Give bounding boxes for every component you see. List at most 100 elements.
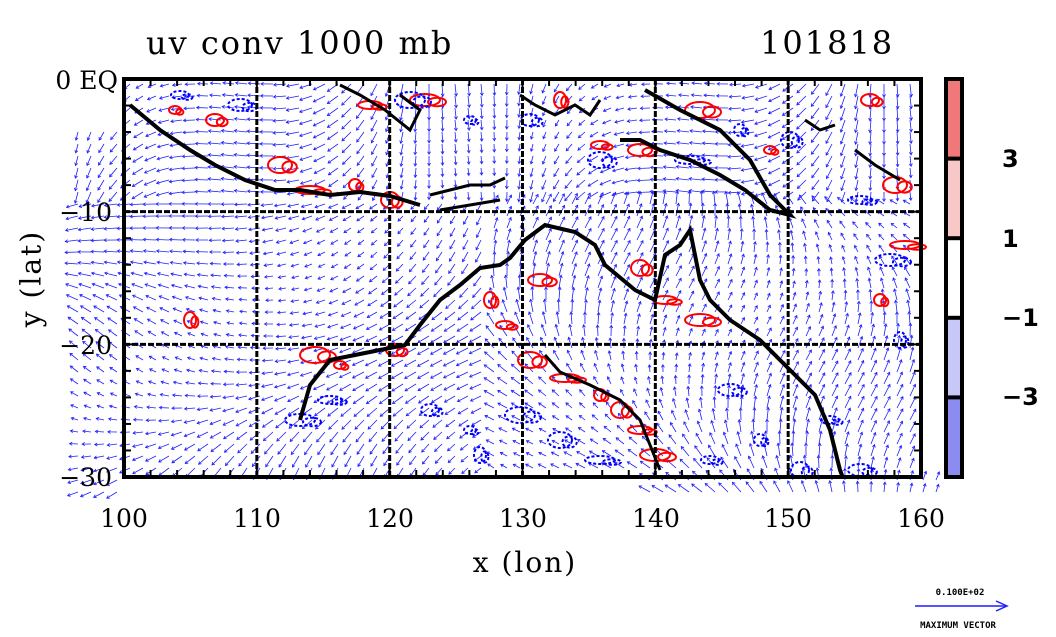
wind-vector-head [886,371,891,376]
wind-vector-head [886,432,890,437]
wind-vector-head [339,349,343,354]
wind-vector [480,119,483,130]
wind-vector-head [90,215,95,220]
wind-vector [109,405,118,409]
wind-vector [610,216,618,229]
wind-vector [530,155,534,165]
wind-vector-head [427,174,431,178]
wind-vector [212,297,222,301]
wind-vector-head [678,252,682,257]
wind-vector-head [880,277,884,282]
wind-vector [302,215,313,220]
wind-vector-head [403,363,408,367]
wind-vector [909,445,915,457]
wind-vector [789,218,794,229]
wind-vector [222,94,235,97]
wind-vector [594,350,599,361]
wind-vector-head [64,239,69,244]
wind-vector [431,323,443,332]
wind-vector-head [541,101,546,105]
wind-vector [357,227,365,234]
wind-vector-head [341,149,346,154]
wind-vector [577,143,586,151]
wind-vector [796,143,807,154]
wind-vector [235,82,248,85]
wind-vector-head [776,216,780,221]
wind-vector-head [107,317,111,321]
wind-vector-head [157,132,162,137]
wind-vector-head [274,371,278,376]
wind-vector [753,362,759,373]
wind-vector [506,217,512,229]
wind-vector-head [624,167,629,172]
contour [630,259,650,277]
wind-vector [578,427,586,433]
wind-vector [607,363,612,373]
wind-vector [518,107,521,118]
wind-vector-head [517,136,522,141]
contour [470,118,480,126]
wind-vector-head [601,450,606,454]
wind-vector-head [222,250,226,255]
wind-vector [379,395,391,404]
wind-vector-head [589,133,594,138]
wind-vector [171,455,183,464]
wind-vector-head [459,435,463,439]
wind-vector-head [909,140,913,145]
wind-vector-head [688,188,692,193]
wind-vector-head [912,371,916,376]
wind-vector-head [578,415,583,419]
wind-vector [709,432,716,445]
wind-vector [132,294,144,301]
wind-vector-head [194,214,199,219]
wind-vector-head [370,241,375,246]
wind-vector-head [882,175,886,180]
wind-vector-head [587,204,592,208]
wind-vector [735,443,742,457]
wind-vector-head [714,362,719,367]
wind-vector-head [312,99,317,103]
wind-vector [195,191,209,193]
wind-vector-head [839,117,844,121]
wind-vector [480,143,483,153]
wind-vector [857,301,860,313]
wind-vector-head [634,350,639,355]
wind-vector [811,143,820,155]
wind-vector [753,316,758,325]
wind-vector-head [646,387,650,392]
wind-vector-head [895,117,900,122]
wind-vector-head [272,94,277,99]
wind-vector-head [752,228,757,232]
wind-vector [714,329,719,337]
contour [770,148,780,156]
contour [561,435,578,449]
wind-vector-head [820,325,825,330]
wind-vector [896,433,903,445]
wind-vector-head [565,147,570,152]
wind-vector-head [158,418,162,423]
wind-vector-head [132,470,136,475]
wind-vector-head [264,310,268,315]
wind-vector [802,231,807,241]
wind-vector [754,119,768,125]
wind-vector-head [810,127,815,132]
wind-vector [610,252,618,265]
wind-vector-head [427,151,431,156]
wind-vector-head [443,387,448,391]
wind-vector [588,179,599,187]
wind-vector [753,396,757,409]
wind-vector-head [701,351,706,356]
wind-vector-head [794,326,799,331]
wind-vector-head [207,189,212,193]
wind-vector [657,410,664,421]
wind-vector-head [677,484,682,488]
wind-vector-head [77,271,82,276]
wind-vector-head [578,122,582,126]
wind-vector [158,284,170,289]
wind-vector [530,143,534,152]
wind-vector-head [392,315,397,320]
wind-vector-head [97,174,102,179]
wind-vector-head [751,418,756,423]
wind-vector-head [896,481,900,486]
wind-vector-head [644,411,648,415]
